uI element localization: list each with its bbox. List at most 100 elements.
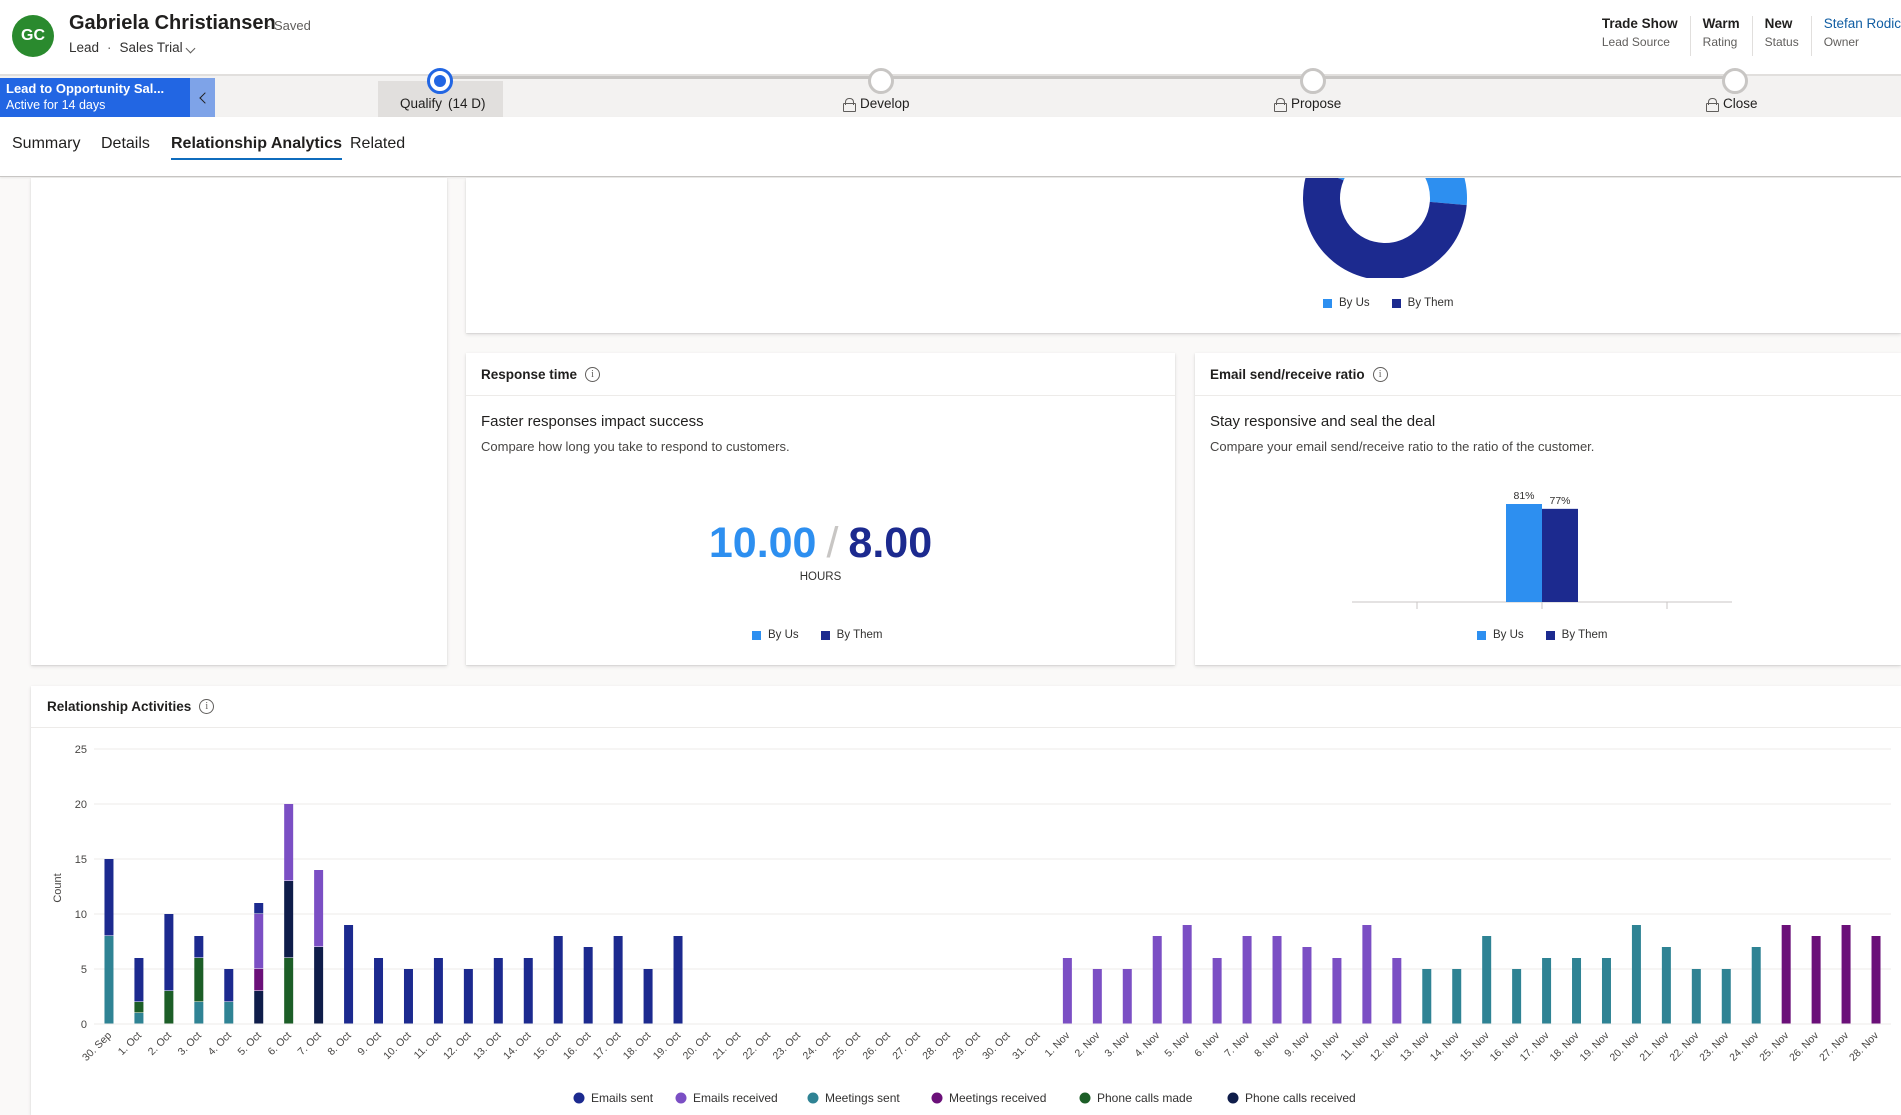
legend-label: By Us <box>1493 629 1524 641</box>
x-tick-label: 4. Nov <box>1132 1029 1162 1059</box>
bar-segment-phone-calls-made[interactable] <box>164 991 174 1024</box>
bar-segment-meetings-received[interactable] <box>1871 936 1881 1024</box>
bar-segment-emails-received[interactable] <box>1302 947 1312 1024</box>
legend-item-phone-calls-made[interactable]: Phone calls made <box>1079 1091 1193 1105</box>
bar-segment-emails-sent[interactable] <box>254 903 264 914</box>
bar-segment-emails-received[interactable] <box>1272 936 1282 1024</box>
tab-relationship-analytics[interactable]: Relationship Analytics <box>171 135 342 160</box>
legend-item-emails-received[interactable]: Emails received <box>675 1091 778 1105</box>
info-icon[interactable]: i <box>1372 367 1388 382</box>
bar-segment-emails-received[interactable] <box>1242 936 1252 1024</box>
bar-segment-meetings-sent[interactable] <box>1631 925 1641 1024</box>
legend-item-by-them: By Them <box>1545 629 1607 641</box>
donut-slice-by-them <box>1303 178 1467 278</box>
bar-segment-emails-sent[interactable] <box>164 914 174 991</box>
bar-segment-meetings-sent[interactable] <box>1512 969 1522 1024</box>
y-tick-label: 25 <box>75 744 87 756</box>
bar-segment-emails-received[interactable] <box>1362 925 1372 1024</box>
bar-segment-emails-sent[interactable] <box>374 958 384 1024</box>
info-icon[interactable]: i <box>199 699 215 714</box>
stage-node <box>1722 68 1748 94</box>
legend-item-meetings-received[interactable]: Meetings received <box>931 1091 1047 1105</box>
legend-swatch <box>1545 630 1555 640</box>
bar-segment-emails-received[interactable] <box>1152 936 1162 1024</box>
legend-item-phone-calls-received[interactable]: Phone calls received <box>1227 1091 1356 1105</box>
x-tick-label: 10. Oct <box>381 1030 413 1062</box>
bar-segment-phone-calls-made[interactable] <box>284 958 294 1024</box>
bar-segment-emails-received[interactable] <box>254 914 264 969</box>
header-field-rating[interactable]: Warm Rating <box>1691 16 1753 56</box>
process-flag[interactable]: Lead to Opportunity Sal... Active for 14… <box>0 78 190 117</box>
bar-segment-meetings-sent[interactable] <box>1422 969 1432 1024</box>
card-title-text: Email send/receive ratio <box>1210 367 1365 382</box>
bar-segment-emails-sent[interactable] <box>344 925 354 1024</box>
bar-segment-emails-sent[interactable] <box>224 969 234 1002</box>
legend-item-meetings-sent[interactable]: Meetings sent <box>807 1091 901 1105</box>
x-tick-label: 5. Nov <box>1162 1029 1192 1059</box>
bar-segment-meetings-sent[interactable] <box>1661 947 1671 1024</box>
bar-segment-emails-received[interactable] <box>1062 958 1072 1024</box>
bar-segment-emails-sent[interactable] <box>104 859 114 936</box>
bar-segment-meetings-received[interactable] <box>1811 936 1821 1024</box>
bar-segment-phone-calls-made[interactable] <box>194 958 204 1002</box>
bar-segment-emails-sent[interactable] <box>553 936 563 1024</box>
header-field-owner[interactable]: Stefan Rodic Owner <box>1812 16 1901 56</box>
bar-segment-phone-calls-received[interactable] <box>284 881 294 958</box>
response-by-them-value: 8.00 <box>848 519 933 567</box>
bar-segment-meetings-sent[interactable] <box>104 936 114 1024</box>
bar-segment-emails-sent[interactable] <box>673 936 683 1024</box>
bar-segment-emails-received[interactable] <box>1092 969 1102 1024</box>
bar-segment-emails-received[interactable] <box>1332 958 1342 1024</box>
bar-segment-meetings-received[interactable] <box>254 969 264 991</box>
bar-segment-meetings-sent[interactable] <box>224 1002 234 1024</box>
tab-summary[interactable]: Summary <box>12 135 81 152</box>
stage-label: Propose <box>1274 96 1341 112</box>
form-selector[interactable]: Sales Trial <box>120 40 196 55</box>
bar-segment-meetings-sent[interactable] <box>134 1013 144 1024</box>
owner-link[interactable]: Stefan Rodic <box>1823 16 1901 31</box>
bar-segment-emails-sent[interactable] <box>613 936 623 1024</box>
header-field-status[interactable]: New Status <box>1753 16 1812 56</box>
bar-segment-meetings-sent[interactable] <box>194 1002 204 1024</box>
bar-segment-meetings-sent[interactable] <box>1572 958 1582 1024</box>
bar-segment-emails-sent[interactable] <box>463 969 473 1024</box>
info-icon[interactable]: i <box>585 367 601 382</box>
bar-segment-meetings-sent[interactable] <box>1482 936 1492 1024</box>
bar-segment-meetings-sent[interactable] <box>1691 969 1701 1024</box>
bar-segment-emails-sent[interactable] <box>194 936 204 958</box>
bar-segment-emails-received[interactable] <box>1182 925 1192 1024</box>
legend-label: Meetings received <box>949 1091 1046 1105</box>
bar-segment-meetings-sent[interactable] <box>1721 969 1731 1024</box>
bar-segment-meetings-sent[interactable] <box>1452 969 1462 1024</box>
tab-details[interactable]: Details <box>101 135 150 152</box>
bar-segment-emails-received[interactable] <box>1212 958 1222 1024</box>
bar-segment-phone-calls-received[interactable] <box>254 991 264 1024</box>
bar-segment-emails-sent[interactable] <box>523 958 533 1024</box>
process-collapse-button[interactable] <box>190 78 215 117</box>
bar-segment-emails-sent[interactable] <box>403 969 413 1024</box>
bar-segment-emails-sent[interactable] <box>433 958 443 1024</box>
card-title-text: Relationship Activities <box>47 699 192 714</box>
bar-segment-meetings-sent[interactable] <box>1542 958 1552 1024</box>
bar-segment-emails-sent[interactable] <box>583 947 593 1024</box>
legend-item-by-us: By Us <box>752 629 799 641</box>
x-tick-label: 13. Oct <box>471 1030 503 1062</box>
bar-segment-emails-sent[interactable] <box>134 958 144 1002</box>
bar-segment-meetings-sent[interactable] <box>1751 947 1761 1024</box>
bar-segment-meetings-received[interactable] <box>1841 925 1851 1024</box>
bar-segment-emails-received[interactable] <box>314 870 324 947</box>
x-tick-label: 11. Nov <box>1338 1029 1372 1063</box>
header-field-lead-source[interactable]: Trade Show Lead Source <box>1590 16 1691 56</box>
bar-segment-emails-received[interactable] <box>1122 969 1132 1024</box>
bar-segment-phone-calls-made[interactable] <box>134 1002 144 1013</box>
bar-segment-emails-sent[interactable] <box>643 969 653 1024</box>
bar-segment-emails-received[interactable] <box>1392 958 1402 1024</box>
bar-segment-emails-sent[interactable] <box>493 958 503 1024</box>
legend-item-emails-sent[interactable]: Emails sent <box>573 1091 654 1105</box>
bar-segment-meetings-sent[interactable] <box>1601 958 1611 1024</box>
bar-segment-phone-calls-received[interactable] <box>314 947 324 1024</box>
bar-segment-meetings-received[interactable] <box>1781 925 1791 1024</box>
x-tick-label: 15. Nov <box>1458 1029 1493 1064</box>
bar-segment-emails-received[interactable] <box>284 804 294 881</box>
tab-related[interactable]: Related <box>350 135 406 152</box>
